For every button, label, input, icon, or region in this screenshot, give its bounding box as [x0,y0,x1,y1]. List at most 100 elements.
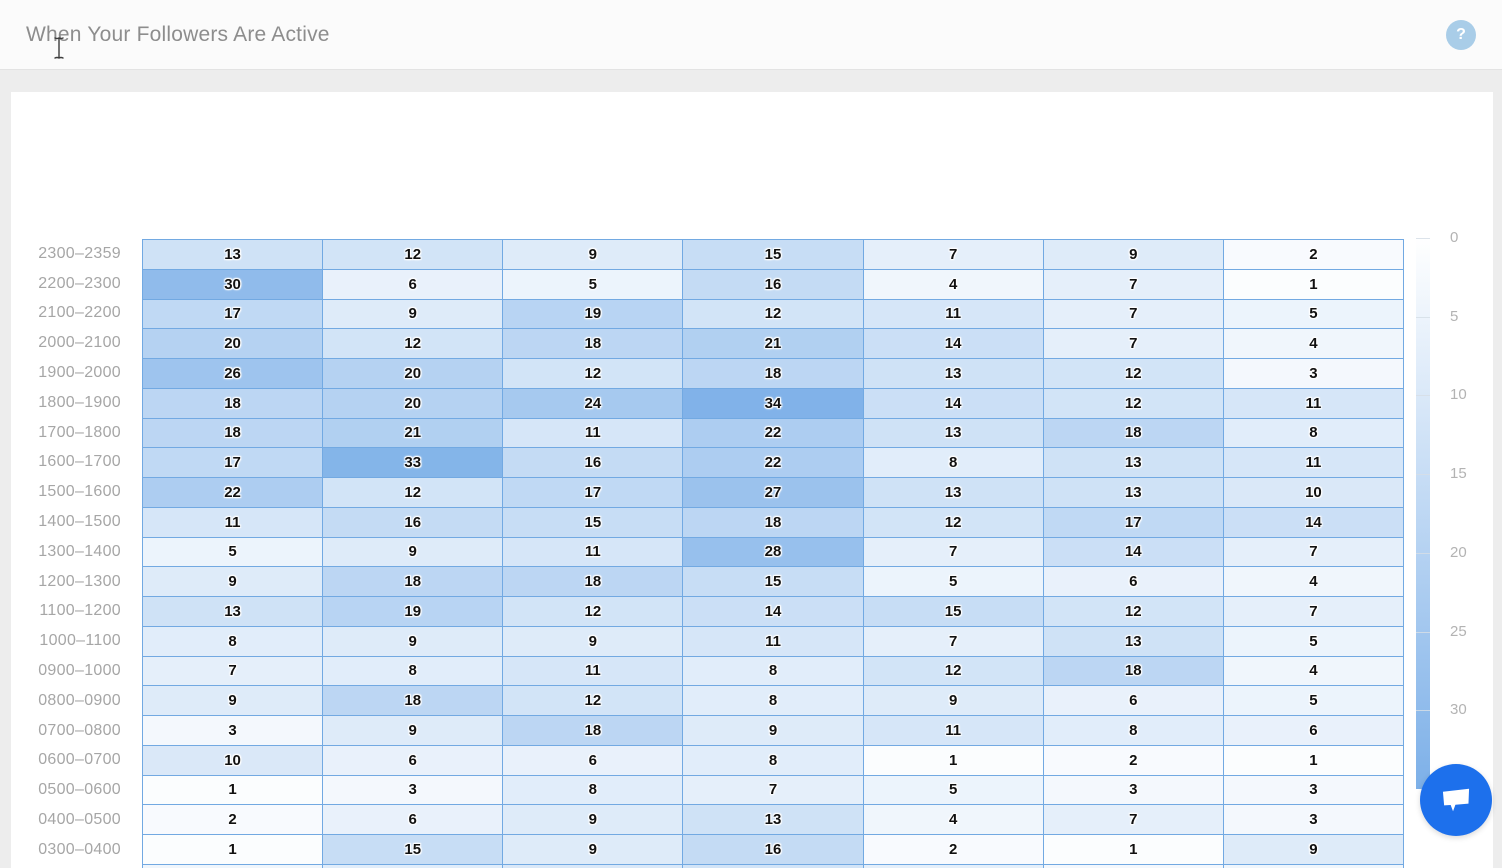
heatmap-cell: 20 [143,329,323,358]
heatmap-cell: 5 [1223,299,1403,329]
heatmap-cell: 18 [683,359,863,388]
heatmap-cell: 11 [1223,388,1403,418]
text-cursor-icon [54,37,64,59]
heatmap-cell: 7 [863,864,1043,868]
heatmap-cell: 7 [143,656,323,686]
heatmap-cell: 6 [323,269,503,299]
heatmap-cell: 6 [1043,567,1223,596]
row-labels: 2300–2359 2200–2300 2100–2200 2000–2100 1900… [25,239,121,868]
legend-separator [1416,632,1430,633]
heatmap-cell: 15 [503,507,683,537]
heatmap-cell: 15 [683,567,863,596]
heatmap-cell: 10 [143,745,323,775]
heatmap-cell: 7 [863,537,1043,567]
heatmap-cell: 24 [503,388,683,418]
heatmap-cell: 34 [683,388,863,418]
chart-card: 2300–2359 2200–2300 2100–2200 2000–2100 1900… [11,92,1493,868]
heatmap-cell: 12 [683,299,863,329]
row-label: 1600–1700 [38,453,121,471]
heatmap-cell: 22 [143,478,323,507]
heatmap-cell: 10 [1223,478,1403,507]
heatmap-grid: 13 12 9 15 7 9 2 30 6 5 16 4 7 1 17 9 19 12 11 7 5 20 12 18 21 14… [142,239,1404,868]
heatmap-cell: 18 [323,686,503,715]
heatmap-cell: 18 [683,507,863,537]
heatmap-cell: 5 [1223,686,1403,715]
row-label: 0400–0500 [38,810,121,828]
row-label: 1400–1500 [38,513,121,530]
legend-separator [1416,553,1430,554]
heatmap-cell: 13 [143,240,323,269]
heatmap-cell: 7 [1043,805,1223,834]
row-label: 0300–0400 [38,840,121,858]
row-label: 2100–2200 [38,304,121,322]
heatmap-cell: 18 [503,329,683,358]
heatmap-cell: 2 [143,805,323,834]
heatmap-cell: 9 [1223,835,1403,864]
heatmap-cell: 12 [323,240,503,269]
heatmap-cell: 11 [683,626,863,656]
heatmap-cell: 11 [503,418,683,448]
legend-tick-label: 5 [1450,308,1459,325]
heatmap-cell: 7 [863,240,1043,269]
heatmap-cell: 18 [323,567,503,596]
heatmap-cell: 4 [1223,567,1403,596]
heatmap-cell: 9 [1043,240,1223,269]
heatmap-cell: 9 [863,686,1043,715]
heatmap-cell: 7 [863,626,1043,656]
panel-header: When Your Followers Are Active ? [0,0,1502,70]
heatmap-cell: 9 [323,537,503,567]
heatmap-cell: 12 [683,864,863,868]
row-label: 1500–1600 [38,483,121,501]
heatmap-cell: 5 [863,775,1043,805]
heatmap-cell: 26 [143,359,323,388]
panel-title: When Your Followers Are Active [26,22,330,46]
heatmap-cell: 9 [323,626,503,656]
heatmap-cell: 13 [1043,626,1223,656]
row-label: 2000–2100 [38,334,121,352]
heatmap-cell: 5 [1223,626,1403,656]
heatmap-cell: 9 [503,626,683,656]
heatmap-cell: 8 [863,448,1043,477]
heatmap-cell: 3 [143,716,323,745]
heatmap-cell: 11 [143,507,323,537]
heatmap-cell: 15 [323,835,503,864]
heatmap-cell: 3 [1223,775,1403,805]
heatmap-cell: 9 [683,716,863,745]
heatmap-cell: 14 [863,388,1043,418]
heatmap-cell: 18 [503,567,683,596]
row-label: 0600–0700 [38,751,121,769]
legend-separator [1416,474,1430,475]
heatmap-cell: 3 [1043,864,1223,868]
heatmap-cell: 6 [1223,716,1403,745]
heatmap-cell: 9 [323,299,503,329]
help-button[interactable]: ? [1446,19,1476,50]
heatmap-cell: 4 [863,269,1043,299]
row-label: 1200–1300 [38,572,121,590]
heatmap-cell: 8 [683,656,863,686]
question-mark-icon: ? [1456,25,1466,43]
heatmap-cell: 11 [863,299,1043,329]
heatmap-cell: 8 [323,656,503,686]
heatmap-cell: 6 [323,805,503,834]
heatmap-cell: 22 [683,418,863,448]
heatmap-cell: 16 [503,448,683,477]
heatmap-cell: 13 [143,597,323,626]
heatmap-cell: 6 [1043,686,1223,715]
row-label: 1800–1900 [38,393,121,411]
heatmap-cell: 8 [1223,418,1403,448]
heatmap-cell: 14 [683,597,863,626]
heatmap-cell: 12 [503,597,683,626]
chat-button[interactable] [1420,764,1492,836]
heatmap-cell: 8 [143,626,323,656]
heatmap-cell: 8 [323,864,503,868]
heatmap-cell: 18 [143,418,323,448]
heatmap-cell: 3 [323,775,503,805]
heatmap-cell: 3 [1223,359,1403,388]
heatmap-cell: 9 [503,805,683,834]
heatmap-cell: 2 [863,835,1043,864]
heatmap-cell: 17 [143,299,323,329]
heatmap-cell: 3 [1223,805,1403,834]
heatmap-cell: 3 [1043,775,1223,805]
legend-tick-label: 10 [1450,386,1467,403]
